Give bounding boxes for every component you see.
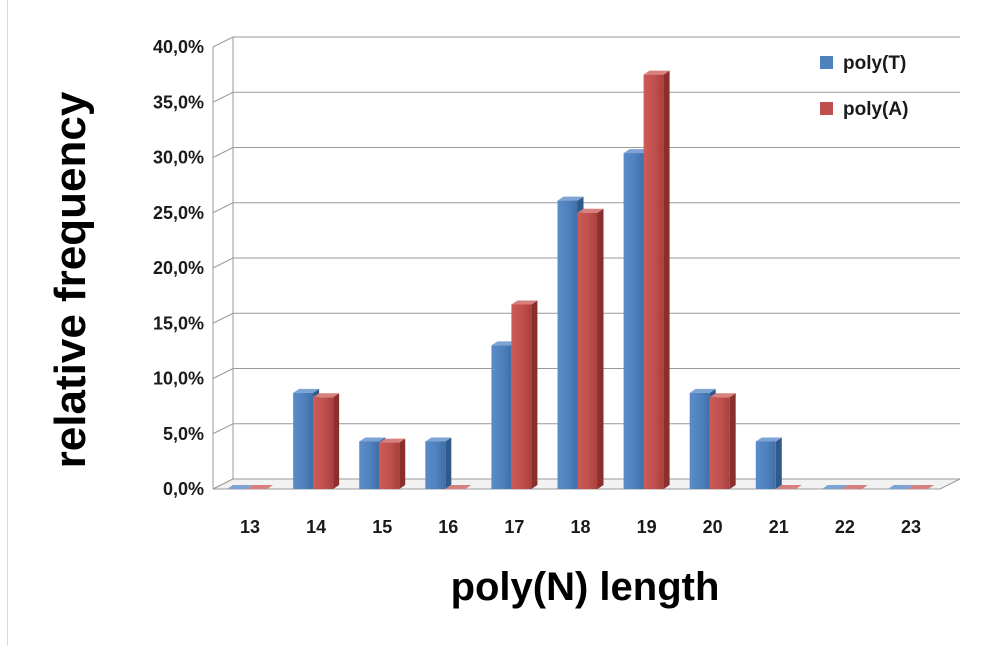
bar-side xyxy=(775,437,782,489)
frame-border xyxy=(7,0,8,646)
bar xyxy=(887,485,914,489)
bar xyxy=(247,485,274,489)
bar xyxy=(511,300,538,489)
bar-side xyxy=(445,437,452,489)
bar-front xyxy=(577,212,598,489)
bar-top xyxy=(247,485,274,489)
bar-front xyxy=(293,392,314,489)
y-tick-label: 0,0% xyxy=(163,479,204,499)
bar-side xyxy=(663,70,670,489)
y-axis-title: relative frequency xyxy=(46,91,95,468)
y-tick-label: 30,0% xyxy=(153,148,204,168)
bar-top xyxy=(775,485,802,489)
x-tick-label: 15 xyxy=(372,517,392,537)
bar xyxy=(313,393,340,489)
x-tick-label: 22 xyxy=(835,517,855,537)
bar-top xyxy=(709,393,736,398)
y-tick-label: 20,0% xyxy=(153,258,204,278)
bar-front xyxy=(379,442,400,489)
bar xyxy=(755,437,782,489)
bar xyxy=(775,485,802,489)
y-tick-label: 15,0% xyxy=(153,313,204,333)
bar-top xyxy=(623,149,650,154)
legend-label: poly(T) xyxy=(843,53,906,74)
bar-front xyxy=(511,304,532,489)
bar-top xyxy=(293,388,320,393)
bar xyxy=(841,485,868,489)
bar-side xyxy=(333,393,340,489)
bar-side xyxy=(531,300,538,489)
bar-top xyxy=(557,196,584,201)
bar-top xyxy=(755,437,782,442)
legend: poly(T) poly(A) xyxy=(820,53,908,120)
y-tick-label: 25,0% xyxy=(153,203,204,223)
bar-top xyxy=(445,485,472,489)
x-axis-title: poly(N) length xyxy=(451,565,720,609)
y-tick-label: 5,0% xyxy=(163,424,204,444)
x-tick-label: 14 xyxy=(306,517,326,537)
y-tick-label: 35,0% xyxy=(153,92,204,112)
bar-top xyxy=(511,300,538,305)
y-axis-ticks: 0,0% 5,0% 10,0% 15,0% 20,0% 25,0% 30,0% 35,0% 40… xyxy=(153,37,204,499)
bar-top xyxy=(359,437,386,442)
bar-front xyxy=(623,153,644,489)
y-tick-label: 40,0% xyxy=(153,37,204,57)
bar-front xyxy=(643,74,664,489)
x-tick-label: 20 xyxy=(703,517,723,537)
bar xyxy=(643,70,670,489)
legend-swatch xyxy=(820,56,833,69)
bar-top xyxy=(425,437,452,442)
gridline xyxy=(212,36,960,48)
bar xyxy=(577,208,604,489)
x-tick-label: 17 xyxy=(504,517,524,537)
x-axis-ticks: 13 14 15 16 17 18 19 20 21 22 23 xyxy=(240,517,921,537)
bar-top xyxy=(313,393,340,398)
bar-top xyxy=(491,341,518,346)
bar-front xyxy=(359,441,380,489)
bar-front xyxy=(491,345,512,489)
bar xyxy=(379,438,406,489)
bar-front xyxy=(425,441,446,489)
bar-side xyxy=(729,393,736,489)
x-tick-label: 21 xyxy=(769,517,789,537)
bar-side xyxy=(597,208,604,489)
bar-front xyxy=(557,200,578,489)
x-tick-label: 16 xyxy=(438,517,458,537)
bars xyxy=(227,70,934,489)
bar-top xyxy=(643,70,670,75)
bar xyxy=(445,485,472,489)
bar xyxy=(821,485,848,489)
gridline xyxy=(212,147,960,158)
x-tick-label: 19 xyxy=(637,517,657,537)
bar-top xyxy=(887,485,914,489)
legend-swatch xyxy=(820,102,833,115)
legend-label: poly(A) xyxy=(843,99,908,120)
bar-top xyxy=(379,438,406,443)
bar-top xyxy=(821,485,848,489)
bar-top xyxy=(577,208,604,213)
bar-front xyxy=(755,441,776,489)
bar-top xyxy=(841,485,868,489)
bar-front xyxy=(709,397,730,489)
x-tick-label: 23 xyxy=(901,517,921,537)
bar xyxy=(907,485,934,489)
bar xyxy=(425,437,452,489)
bar-top xyxy=(689,388,716,393)
bar-front xyxy=(689,392,710,489)
y-tick-label: 10,0% xyxy=(153,369,204,389)
bar xyxy=(709,393,736,489)
bar xyxy=(227,485,254,489)
bar-front xyxy=(313,397,334,489)
x-tick-label: 13 xyxy=(240,517,260,537)
bar-side xyxy=(399,438,406,489)
bar-top xyxy=(227,485,254,489)
bar-top xyxy=(907,485,934,489)
x-tick-label: 18 xyxy=(570,517,590,537)
